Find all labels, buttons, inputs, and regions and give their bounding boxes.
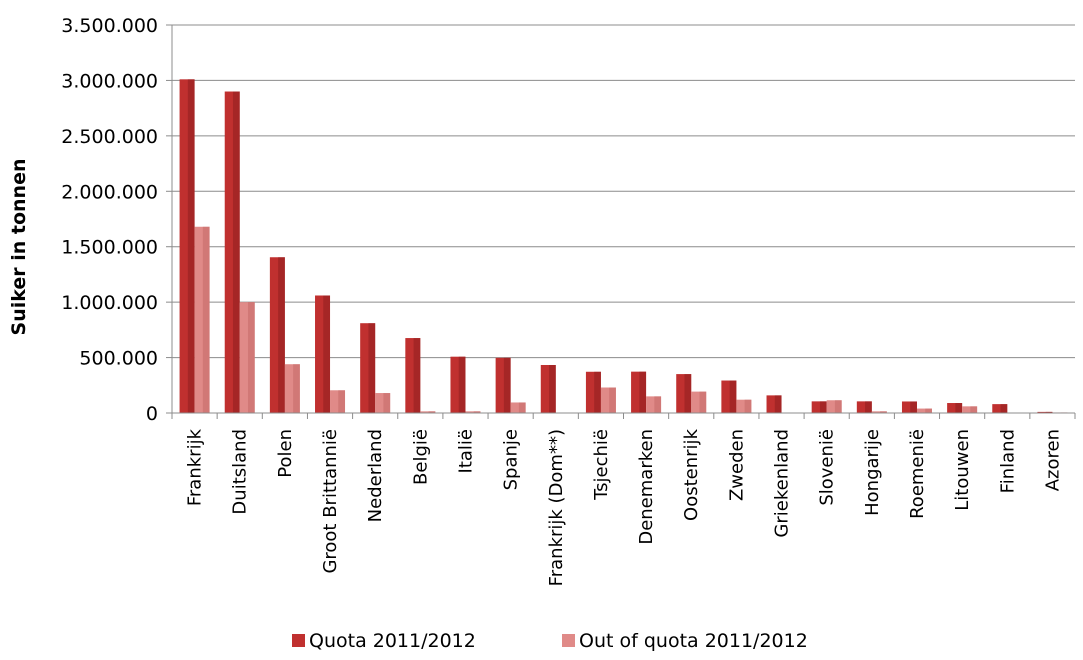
bar-quota: [269, 257, 285, 413]
y-axis-title: Suiker in tonnen: [8, 159, 30, 336]
x-category-label: Tsjechië: [591, 429, 612, 501]
x-category-label: Azoren: [1042, 429, 1063, 491]
x-category-label: Spanje: [501, 429, 522, 490]
bar-out-of-quota: [375, 393, 391, 413]
x-category-label: Groot Brittannië: [320, 429, 341, 574]
bar-quota: [992, 404, 1008, 413]
bar-out-of-quota: [826, 400, 842, 413]
bar-out-of-quota: [736, 399, 752, 413]
y-tick-label: 1.500.000: [61, 237, 158, 259]
bar-quota: [631, 371, 647, 413]
x-axis-category-labels: Frankrijk Duitsland Polen Groot Brittannië N…: [185, 428, 1064, 586]
bar-quota: [947, 403, 963, 413]
bar-out-of-quota: [194, 226, 210, 413]
bar-quota: [360, 323, 376, 413]
legend-label: Quota 2011/2012: [309, 630, 476, 652]
x-category-label: Griekenland: [772, 429, 793, 538]
y-tick-label: 3.000.000: [61, 70, 158, 92]
legend-swatch: [292, 634, 305, 647]
bar-out-of-quota: [510, 402, 526, 413]
bar-quota: [721, 380, 737, 413]
bar-out-of-quota: [465, 411, 481, 413]
x-category-label: Frankrijk (Dom**): [546, 429, 567, 586]
bar-quota: [495, 357, 511, 413]
gridlines: [166, 24, 1075, 414]
bar-quota: [811, 401, 827, 413]
bar-out-of-quota: [330, 390, 346, 413]
legend-item: Out of quota 2011/2012: [562, 630, 808, 652]
legend-swatch: [562, 634, 575, 647]
x-category-label: Duitsland: [230, 429, 251, 515]
x-category-label: Zweden: [726, 429, 747, 501]
bar-quota: [1037, 411, 1053, 413]
x-category-label: Roemenië: [907, 429, 928, 519]
x-category-label: Hongarije: [862, 429, 883, 516]
bar-quota: [676, 374, 692, 413]
bar-out-of-quota: [600, 387, 616, 413]
x-category-label: Finland: [997, 429, 1018, 493]
bar-quota: [405, 338, 421, 413]
bar-quota: [315, 295, 331, 413]
bar-out-of-quota: [871, 411, 887, 413]
bar-out-of-quota: [239, 302, 255, 413]
legend: Quota 2011/2012 Out of quota 2011/2012: [292, 630, 808, 652]
x-category-label: Denemarken: [636, 429, 657, 545]
axes: [171, 25, 1076, 419]
bar-quota: [450, 356, 466, 413]
x-category-label: Slovenië: [817, 429, 838, 506]
y-tick-label: 2.000.000: [61, 181, 158, 203]
y-axis-tick-labels: 0 500.000 1.000.000 1.500.000 2.000.000 2.500…: [61, 15, 158, 425]
y-tick-label: 500.000: [79, 348, 158, 370]
y-tick-label: 1.000.000: [61, 292, 158, 314]
bar-quota: [856, 401, 872, 413]
x-category-label: Litouwen: [952, 429, 973, 511]
bar-out-of-quota: [962, 406, 978, 413]
y-tick-label: 0: [146, 403, 158, 425]
legend-label: Out of quota 2011/2012: [579, 630, 808, 652]
x-category-label: Oostenrijk: [681, 428, 702, 521]
bar-out-of-quota: [284, 364, 300, 413]
y-tick-label: 3.500.000: [61, 15, 158, 37]
bar-out-of-quota: [420, 411, 436, 413]
bar-quota: [585, 371, 601, 413]
bar-out-of-quota: [691, 391, 707, 413]
bar-out-of-quota: [916, 408, 932, 413]
x-category-label: Frankrijk: [185, 428, 206, 506]
bar-quota: [224, 91, 240, 413]
bar-quota: [179, 79, 195, 413]
y-tick-label: 2.500.000: [61, 126, 158, 148]
bar-out-of-quota: [646, 396, 662, 413]
x-category-label: Nederland: [365, 429, 386, 522]
bar-quota: [540, 364, 556, 413]
bar-quota: [766, 395, 782, 413]
x-category-label: België: [410, 429, 431, 485]
x-category-label: Italië: [455, 429, 476, 473]
legend-item: Quota 2011/2012: [292, 630, 476, 652]
bar-quota: [901, 401, 917, 413]
x-category-label: Polen: [275, 429, 296, 478]
bars: [179, 79, 1068, 413]
